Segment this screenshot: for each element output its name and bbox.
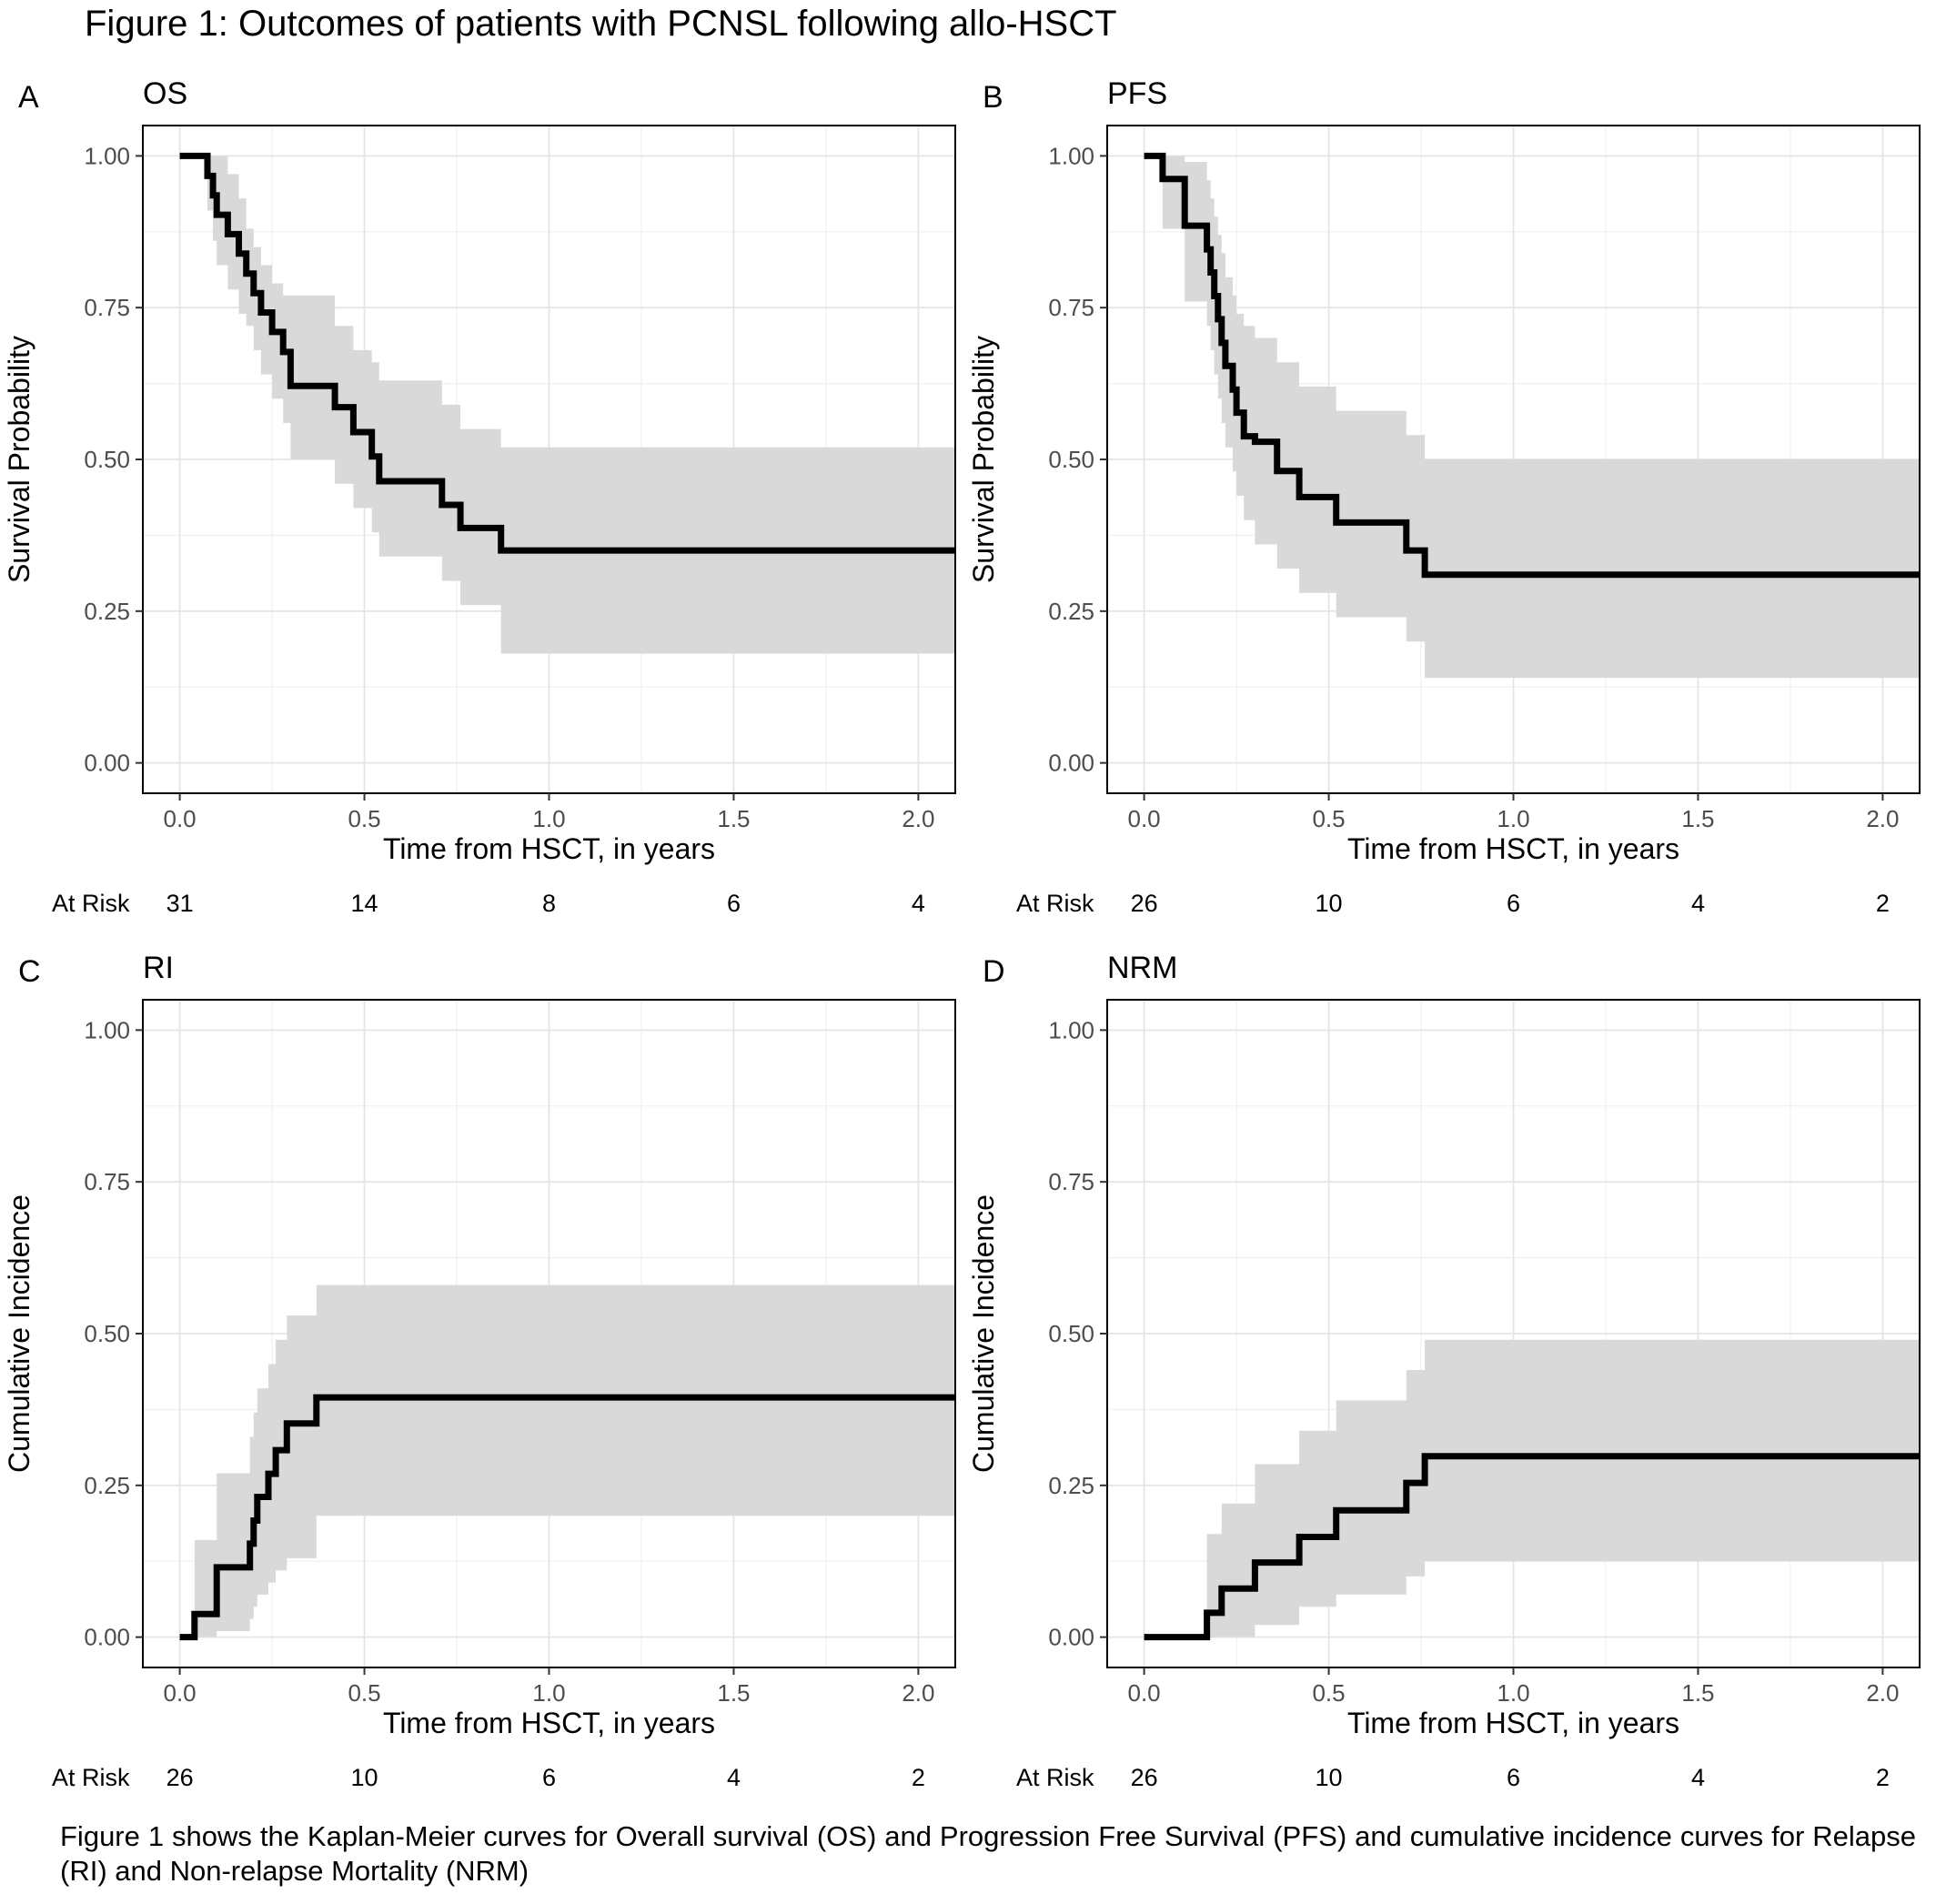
x-tick-label: 2.0 bbox=[902, 1679, 934, 1707]
figure-caption: Figure 1 shows the Kaplan-Meier curves f… bbox=[60, 1820, 1916, 1887]
x-axis-title: Time from HSCT, in years bbox=[383, 832, 715, 865]
at-risk-count: 26 bbox=[1131, 890, 1158, 917]
y-tick-label: 0.25 bbox=[1048, 598, 1094, 625]
y-tick-label: 0.25 bbox=[1048, 1472, 1094, 1499]
x-tick-label: 2.0 bbox=[1866, 805, 1899, 832]
at-risk-count: 26 bbox=[166, 1764, 194, 1791]
x-tick-label: 1.0 bbox=[1497, 805, 1529, 832]
x-tick-label: 1.5 bbox=[717, 805, 750, 832]
x-tick-label: 0.5 bbox=[1312, 805, 1345, 832]
at-risk-count: 6 bbox=[1507, 1764, 1520, 1791]
at-risk-count: 26 bbox=[1131, 1764, 1158, 1791]
at-risk-count: 10 bbox=[1316, 1764, 1343, 1791]
y-tick-label: 0.00 bbox=[1048, 1624, 1094, 1651]
panel-letter: C bbox=[18, 954, 41, 989]
x-axis-title: Time from HSCT, in years bbox=[1347, 832, 1679, 865]
y-tick-label: 1.00 bbox=[84, 142, 130, 169]
y-tick-label: 0.00 bbox=[84, 1624, 130, 1651]
at-risk-count: 2 bbox=[1876, 890, 1890, 917]
x-tick-label: 1.5 bbox=[1681, 1679, 1714, 1707]
confidence-band bbox=[1144, 156, 1920, 679]
y-tick-label: 1.00 bbox=[1048, 1016, 1094, 1043]
at-risk-count: 31 bbox=[166, 890, 194, 917]
y-tick-label: 0.75 bbox=[84, 294, 130, 321]
x-tick-label: 1.0 bbox=[1497, 1679, 1529, 1707]
panel-letter: A bbox=[18, 80, 39, 115]
y-tick-label: 1.00 bbox=[1048, 142, 1094, 169]
at-risk-count: 4 bbox=[912, 890, 925, 917]
y-tick-label: 1.00 bbox=[84, 1016, 130, 1043]
y-tick-label: 0.50 bbox=[84, 1320, 130, 1347]
at-risk-label: At Risk bbox=[1016, 1764, 1094, 1791]
y-tick-label: 0.00 bbox=[84, 750, 130, 777]
y-tick-label: 0.50 bbox=[1048, 1320, 1094, 1347]
at-risk-count: 4 bbox=[1691, 890, 1705, 917]
y-tick-label: 0.75 bbox=[1048, 1168, 1094, 1195]
x-tick-label: 1.5 bbox=[1681, 805, 1714, 832]
panel-title: PFS bbox=[1107, 76, 1167, 111]
x-tick-label: 0.0 bbox=[1128, 805, 1161, 832]
y-tick-label: 0.25 bbox=[84, 1472, 130, 1499]
confidence-band bbox=[179, 1284, 956, 1637]
at-risk-count: 4 bbox=[1691, 1764, 1705, 1791]
y-tick-label: 0.75 bbox=[84, 1168, 130, 1195]
x-tick-label: 1.0 bbox=[532, 1679, 565, 1707]
confidence-band bbox=[1144, 1339, 1920, 1637]
x-axis-title: Time from HSCT, in years bbox=[1347, 1707, 1679, 1739]
at-risk-count: 6 bbox=[1507, 890, 1520, 917]
step-curve bbox=[1144, 152, 1920, 579]
y-tick-label: 0.25 bbox=[84, 598, 130, 625]
at-risk-count: 2 bbox=[1876, 1764, 1890, 1791]
at-risk-label: At Risk bbox=[52, 1764, 130, 1791]
step-curve bbox=[179, 1394, 955, 1641]
x-tick-label: 2.0 bbox=[902, 805, 934, 832]
y-tick-label: 0.75 bbox=[1048, 294, 1094, 321]
x-tick-label: 1.0 bbox=[532, 805, 565, 832]
x-tick-label: 0.5 bbox=[1312, 1679, 1345, 1707]
panel-a: 0.00 0.25 0.50 0.75 1.00 0.0 0.5 1.0 1.5 2.0 Time … bbox=[3, 76, 956, 917]
at-risk-count: 4 bbox=[727, 1764, 741, 1791]
panel-title: RI bbox=[143, 951, 174, 985]
confidence-band bbox=[179, 156, 956, 654]
x-tick-label: 1.5 bbox=[717, 1679, 750, 1707]
panel-letter: D bbox=[983, 954, 1005, 989]
x-tick-label: 0.0 bbox=[164, 1679, 197, 1707]
at-risk-label: At Risk bbox=[52, 890, 130, 917]
x-tick-label: 0.5 bbox=[348, 1679, 380, 1707]
y-tick-label: 0.50 bbox=[84, 446, 130, 473]
panel-title: NRM bbox=[1107, 951, 1177, 985]
figure-title: Figure 1: Outcomes of patients with PCNS… bbox=[85, 4, 1117, 44]
at-risk-count: 2 bbox=[912, 1764, 925, 1791]
y-axis-title: Survival Probability bbox=[3, 336, 35, 583]
x-tick-label: 0.0 bbox=[1128, 1679, 1161, 1707]
y-axis-title: Cumulative Incidence bbox=[3, 1194, 35, 1473]
at-risk-count: 8 bbox=[542, 890, 556, 917]
step-curve bbox=[179, 152, 955, 554]
x-tick-label: 0.0 bbox=[164, 805, 197, 832]
x-tick-label: 2.0 bbox=[1866, 1679, 1899, 1707]
panel-title: OS bbox=[143, 76, 187, 111]
panel-letter: B bbox=[983, 80, 1003, 115]
y-axis-title: Cumulative Incidence bbox=[967, 1194, 1000, 1473]
at-risk-count: 6 bbox=[727, 890, 741, 917]
y-tick-label: 0.00 bbox=[1048, 750, 1094, 777]
at-risk-count: 14 bbox=[351, 890, 378, 917]
x-tick-label: 0.5 bbox=[348, 805, 380, 832]
step-curve bbox=[1144, 1453, 1920, 1641]
y-axis-title: Survival Probability bbox=[967, 336, 1000, 583]
at-risk-count: 6 bbox=[542, 1764, 556, 1791]
x-axis-title: Time from HSCT, in years bbox=[383, 1707, 715, 1739]
y-tick-label: 0.50 bbox=[1048, 446, 1094, 473]
panel-c: 0.00 0.25 0.50 0.75 1.00 0.0 0.5 1.0 1.5 2.0 Time … bbox=[3, 951, 956, 1791]
panel-b: 0.00 0.25 0.50 0.75 1.00 0.0 0.5 1.0 1.5 2.0 Time … bbox=[967, 76, 1921, 917]
at-risk-label: At Risk bbox=[1016, 890, 1094, 917]
panel-d: 0.00 0.25 0.50 0.75 1.00 0.0 0.5 1.0 1.5 2.0 Time … bbox=[967, 951, 1921, 1791]
at-risk-count: 10 bbox=[1316, 890, 1343, 917]
at-risk-count: 10 bbox=[351, 1764, 378, 1791]
